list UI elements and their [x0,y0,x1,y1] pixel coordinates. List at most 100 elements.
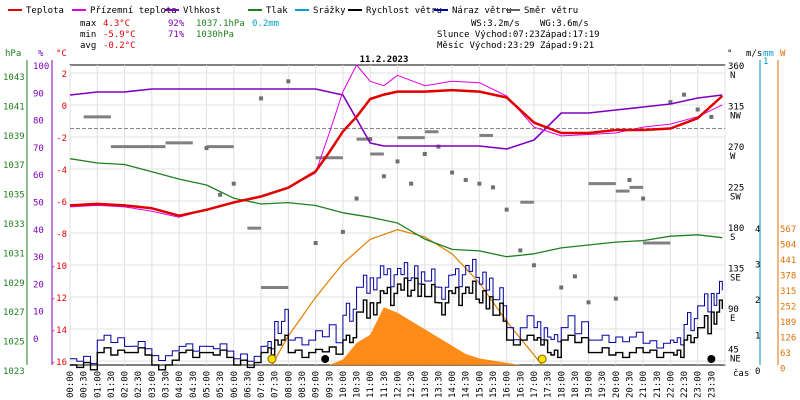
legend-label: Vlhkost [183,6,221,16]
stat-max-press: 1037.1hPa [196,19,245,29]
tick-x: 15:00 [475,371,485,398]
tick-w: 315 [780,287,796,297]
tick-dir-letter: S [730,233,735,243]
sun-curve [271,229,543,366]
stat-avg-temp: -0.2°C [103,41,136,51]
tick-x: 04:30 [189,371,199,398]
tick-x: 07:30 [271,371,281,398]
wind-dir-point [395,159,400,164]
tick-x: 21:30 [653,371,663,398]
stat-sun: Slunce Východ:07:23 [437,30,540,40]
tick-hpa: 1041 [3,102,25,112]
stat-min-temp: -5.9°C [103,30,136,40]
tick-degc: 2 [62,70,67,80]
tick-x: 18:30 [571,371,581,398]
wind-dir-point [641,196,646,201]
wind-dir-point [709,114,714,119]
wind-dir-point [627,177,632,182]
tick-x: 12:30 [407,371,417,398]
chart-axes: hPa% °C ° m/s mm W104310411039103710351033103… [3,49,796,398]
tick-x: 22:00 [666,371,676,398]
wind-dir-point [695,107,700,112]
tick-x: 13:30 [434,371,444,398]
wind-dir-point [218,192,223,197]
tick-x: 20:30 [625,371,635,398]
tick-x: 21:00 [639,371,649,398]
tick-pct: 10 [33,308,44,318]
tick-x: 16:30 [516,371,526,398]
tick-w: 126 [780,334,796,344]
wind-dir-point [313,241,318,245]
tick-degc: -16 [51,358,67,368]
tick-degc: -12 [51,294,67,304]
ground-temp-line [69,64,723,218]
tick-ms: 4 [755,225,760,235]
unit-pct: % [38,49,44,59]
tick-w: 0 [780,365,785,375]
tick-ms: 0 [755,367,760,377]
tick-degc: -2 [56,134,67,144]
tick-degc: -14 [51,326,67,336]
stat-max-rain: 0.2mm [252,19,279,29]
temperature-line [69,88,724,217]
wind-dir-point [559,285,564,290]
legend-label: Rychlost větru [366,6,442,16]
x-axis-label: čas [733,368,749,379]
tick-pct: 90 [33,89,44,99]
sunset-marker [537,354,547,364]
tick-dir: 360 [728,62,744,72]
wind-dir-point [259,96,264,101]
stat-min-hum: 71% [168,30,185,40]
tick-x: 15:30 [489,371,499,398]
tick-x: 02:30 [134,371,144,398]
stat-max-temp: 4.3°C [103,19,130,29]
sunrise-marker [267,354,277,364]
wind-dir-point [286,79,291,84]
moonrise-marker [707,355,716,363]
tick-x: 04:00 [175,371,185,398]
stat-max-hum: 92% [168,19,185,29]
stat-moon: Měsíc Východ:23:29 [437,41,535,51]
tick-hpa: 1043 [3,73,25,83]
tick-w: 567 [780,225,796,235]
tick-dir: 180 [728,224,744,234]
tick-pct: 70 [33,144,44,154]
tick-x: 01:00 [93,371,103,398]
tick-dir-letter: W [730,152,736,162]
tick-x: 10:30 [353,371,363,398]
tick-x: 02:00 [121,371,131,398]
tick-w: 378 [780,272,796,282]
tick-w: 189 [780,318,796,328]
tick-degc: -8 [56,230,67,240]
unit-ms: m/s [746,49,762,59]
tick-hpa: 1037 [3,161,25,171]
tick-x: 23:00 [694,371,704,398]
wind-dir-point [682,92,687,97]
tick-pct: 100 [33,62,49,72]
stat-sun-set: Západ:17:19 [540,30,600,40]
tick-degc: -6 [56,198,67,208]
tick-w: 63 [780,349,791,359]
wind-dir-point [204,146,209,151]
tick-x: 20:00 [612,371,622,398]
legend-label: Směr větru [524,6,578,16]
stat-moon-set: Západ:9:21 [540,41,594,51]
tick-dir-letter: NE [730,355,741,365]
wind-dir-point [668,100,673,105]
wind-speed-line [70,277,723,371]
tick-x: 12:00 [394,371,404,398]
tick-x: 17:00 [530,371,540,398]
tick-degc: -10 [51,262,67,272]
stat-max-label: max [80,19,97,29]
wind-dir-point [368,137,373,142]
stat-min-press: 1030hPa [196,30,234,40]
tick-x: 14:00 [448,371,458,398]
tick-pct: 20 [33,280,44,290]
tick-mm-top: 1 [763,57,768,67]
tick-hpa: 1035 [3,191,25,201]
unit-w: W [780,49,786,59]
pressure-line [69,158,723,258]
tick-x: 17:30 [544,371,554,398]
tick-x: 10:00 [339,371,349,398]
tick-x: 03:00 [148,371,158,398]
